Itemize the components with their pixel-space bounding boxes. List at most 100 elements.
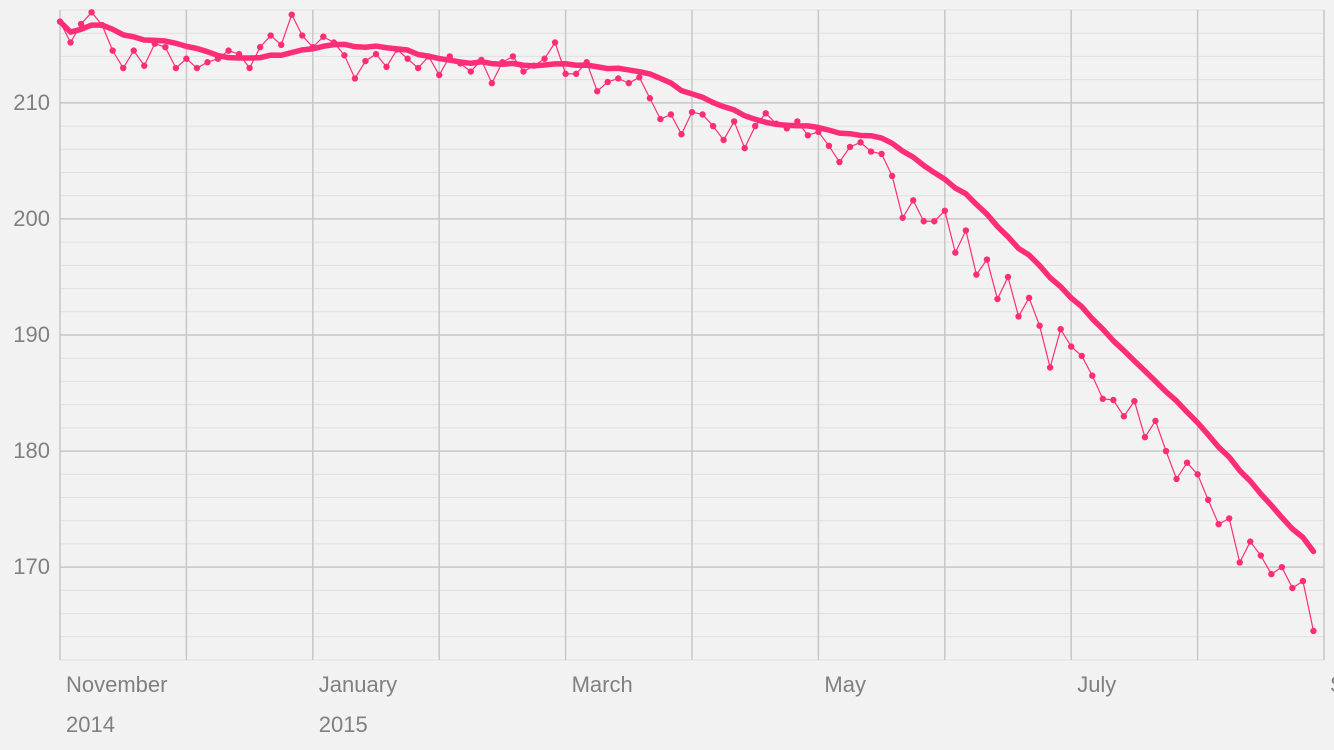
data-point	[1173, 476, 1179, 482]
data-point	[131, 47, 137, 53]
y-tick-label: 210	[13, 90, 50, 115]
data-point	[973, 271, 979, 277]
data-point	[1279, 564, 1285, 570]
data-point	[857, 139, 863, 145]
data-point	[541, 56, 547, 62]
data-point	[731, 118, 737, 124]
data-point	[1142, 434, 1148, 440]
data-point	[289, 11, 295, 17]
data-point	[615, 75, 621, 81]
x-tick-label: January	[319, 672, 397, 697]
data-point	[657, 116, 663, 122]
data-point	[573, 71, 579, 77]
data-point	[741, 145, 747, 151]
data-point	[752, 123, 758, 129]
data-point	[1089, 372, 1095, 378]
data-point	[1247, 538, 1253, 544]
data-point	[710, 123, 716, 129]
data-point	[720, 137, 726, 143]
data-point	[510, 53, 516, 59]
data-point	[194, 65, 200, 71]
data-point	[415, 65, 421, 71]
data-point	[1268, 571, 1274, 577]
data-point	[1289, 585, 1295, 591]
data-point	[1005, 274, 1011, 280]
data-point	[1057, 326, 1063, 332]
data-point	[552, 39, 558, 45]
y-tick-label: 190	[13, 322, 50, 347]
data-point	[626, 80, 632, 86]
data-point	[1194, 471, 1200, 477]
data-point	[805, 132, 811, 138]
data-point	[1047, 364, 1053, 370]
data-point	[1026, 295, 1032, 301]
data-point	[162, 44, 168, 50]
data-point	[942, 208, 948, 214]
x-tick-label: July	[1077, 672, 1116, 697]
x-tick-year: 2015	[319, 712, 368, 737]
data-point	[921, 218, 927, 224]
x-tick-year: 2014	[66, 712, 115, 737]
data-point	[468, 68, 474, 74]
data-point	[984, 256, 990, 262]
data-point	[267, 32, 273, 38]
data-point	[88, 9, 94, 15]
data-point	[1036, 323, 1042, 329]
data-point	[404, 56, 410, 62]
data-point	[1237, 559, 1243, 565]
data-point	[120, 65, 126, 71]
data-point	[67, 39, 73, 45]
data-point	[647, 95, 653, 101]
data-point	[246, 65, 252, 71]
data-point	[1258, 552, 1264, 558]
data-point	[562, 71, 568, 77]
data-point	[963, 227, 969, 233]
data-point	[373, 51, 379, 57]
data-point	[1226, 515, 1232, 521]
data-point	[278, 42, 284, 48]
weight-trend-chart: 170180190200210November2014January2015Ma…	[0, 0, 1334, 750]
data-point	[1310, 628, 1316, 634]
data-point	[636, 74, 642, 80]
data-point	[836, 159, 842, 165]
data-point	[109, 47, 115, 53]
data-point	[678, 131, 684, 137]
data-point	[1131, 398, 1137, 404]
data-point	[668, 111, 674, 117]
data-point	[1015, 313, 1021, 319]
data-point	[173, 65, 179, 71]
data-point	[1163, 448, 1169, 454]
x-tick-label: September	[1330, 672, 1334, 697]
data-point	[362, 58, 368, 64]
y-tick-label: 170	[13, 554, 50, 579]
x-tick-label: March	[572, 672, 633, 697]
data-point	[520, 68, 526, 74]
data-point	[257, 44, 263, 50]
data-point	[141, 63, 147, 69]
y-tick-label: 180	[13, 438, 50, 463]
data-point	[594, 88, 600, 94]
data-point	[489, 80, 495, 86]
y-tick-label: 200	[13, 206, 50, 231]
data-point	[699, 111, 705, 117]
x-tick-label: May	[824, 672, 866, 697]
data-point	[1184, 459, 1190, 465]
data-point	[899, 215, 905, 221]
data-point	[183, 56, 189, 62]
data-point	[1215, 521, 1221, 527]
data-point	[868, 148, 874, 154]
data-point	[910, 197, 916, 203]
data-point	[1121, 413, 1127, 419]
data-point	[225, 47, 231, 53]
data-point	[383, 64, 389, 70]
data-point	[826, 143, 832, 149]
data-point	[931, 218, 937, 224]
data-point	[763, 110, 769, 116]
data-point	[605, 79, 611, 85]
data-point	[952, 249, 958, 255]
data-point	[341, 52, 347, 58]
data-point	[204, 59, 210, 65]
data-point	[994, 296, 1000, 302]
data-point	[436, 72, 442, 78]
data-point	[352, 75, 358, 81]
